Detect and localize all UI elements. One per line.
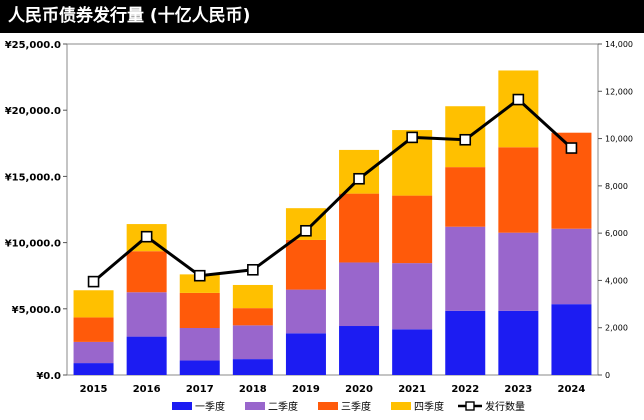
bar-2020-q4	[339, 149, 380, 194]
issuance-count-point	[140, 230, 153, 243]
bar-2020-q2	[339, 262, 380, 327]
bar-2018-q1	[232, 359, 273, 375]
y-right-tick-label: 12,000	[605, 87, 633, 96]
legend-swatch-q3	[318, 402, 338, 410]
y-right-tick-label: 4,000	[605, 276, 628, 285]
y-left-tick-label: ¥25,000.0	[5, 40, 61, 51]
bar-2017-q2	[179, 327, 220, 361]
bar-2024-q1	[551, 304, 592, 375]
y-right-tick-label: 14,000	[605, 40, 633, 49]
bar-2016-q3	[126, 251, 167, 293]
bar-2024-q2	[551, 228, 592, 305]
y-left-tick-label: ¥5,000.0	[12, 305, 61, 316]
y-right-tick-label: 6,000	[605, 229, 628, 238]
bar-2022-q2	[445, 226, 486, 311]
y-right-tick-label: 8,000	[605, 182, 628, 191]
bar-2020-q3	[339, 193, 380, 263]
bar-2021-q3	[392, 195, 433, 264]
bar-2015-q1	[73, 363, 114, 375]
stacked-bar-line-chart: ¥0.0 ¥5,000.0 ¥10,000.0 ¥15,000.0 ¥20,000.0 ¥…	[5, 40, 633, 413]
x-tick-label: 2020	[345, 384, 373, 395]
x-tick-label: 2021	[398, 384, 426, 395]
bar-2019-q3	[285, 239, 326, 290]
legend-swatch-q2	[245, 402, 265, 410]
bar-2023-q1	[498, 310, 539, 375]
legend-marker-swatch	[465, 401, 475, 411]
bar-2021-q1	[392, 329, 433, 375]
y-right-tick-label: 10,000	[605, 135, 633, 144]
issuance-count-point	[193, 269, 206, 282]
bar-2022-q3	[445, 167, 486, 227]
bar-2017-q1	[179, 360, 220, 375]
bar-2017-q3	[179, 292, 220, 328]
bar-2023-q3	[498, 147, 539, 233]
issuance-count-point	[512, 93, 525, 106]
legend-swatch-q1	[172, 402, 192, 410]
issuance-count-point	[87, 275, 100, 288]
legend-label-q3: 三季度	[341, 400, 371, 413]
bar-2015-q4	[73, 290, 114, 318]
chart-title: 人民币债券发行量 (十亿人民币)	[0, 0, 644, 33]
bar-2015-q3	[73, 317, 114, 342]
y-right-tick-label: 2,000	[605, 324, 628, 333]
issuance-count-point	[247, 263, 259, 276]
x-tick-label: 2022	[451, 384, 479, 395]
legend-label-q1: 一季度	[195, 400, 225, 413]
x-tick-label: 2017	[186, 384, 214, 395]
x-tick-label: 2016	[133, 384, 161, 395]
issuance-count-point	[459, 133, 472, 146]
x-tick-label: 2023	[504, 384, 532, 395]
plot-area	[66, 43, 599, 376]
bar-2016-q2	[126, 292, 167, 337]
bar-2022-q1	[445, 310, 486, 375]
issuance-count-line	[92, 97, 573, 283]
bar-2021-q2	[392, 263, 433, 330]
y-left-tick-label: ¥15,000.0	[5, 172, 61, 183]
x-tick-label: 2019	[292, 384, 320, 395]
y-left-tick-label: ¥0.0	[36, 371, 61, 382]
bar-2016-q1	[126, 336, 167, 375]
y-right-tick-label: 0	[605, 371, 610, 380]
issuance-count-point	[565, 142, 578, 154]
y-left-tick-label: ¥20,000.0	[5, 106, 61, 117]
bar-2019-q2	[285, 289, 326, 334]
x-tick-label: 2024	[558, 384, 586, 395]
issuance-count-point	[353, 172, 365, 185]
x-tick-label: 2018	[239, 384, 267, 395]
issuance-count-point	[300, 224, 312, 237]
legend-label-count: 发行数量	[485, 400, 525, 413]
legend-label-q2: 二季度	[268, 400, 298, 413]
bar-2018-q2	[232, 325, 273, 360]
bar-2020-q1	[339, 326, 380, 375]
bar-2018-q4	[232, 284, 273, 309]
bar-2017-q4	[179, 274, 220, 293]
issuance-count-point	[406, 131, 418, 144]
bar-2023-q2	[498, 232, 539, 311]
legend-label-q4: 四季度	[414, 400, 444, 413]
bar-2019-q1	[285, 333, 326, 375]
x-tick-label: 2015	[80, 384, 108, 395]
legend-swatch-q4	[391, 402, 411, 410]
y-left-tick-label: ¥10,000.0	[5, 239, 61, 250]
bar-2015-q2	[73, 341, 114, 364]
bar-2018-q3	[232, 308, 273, 326]
